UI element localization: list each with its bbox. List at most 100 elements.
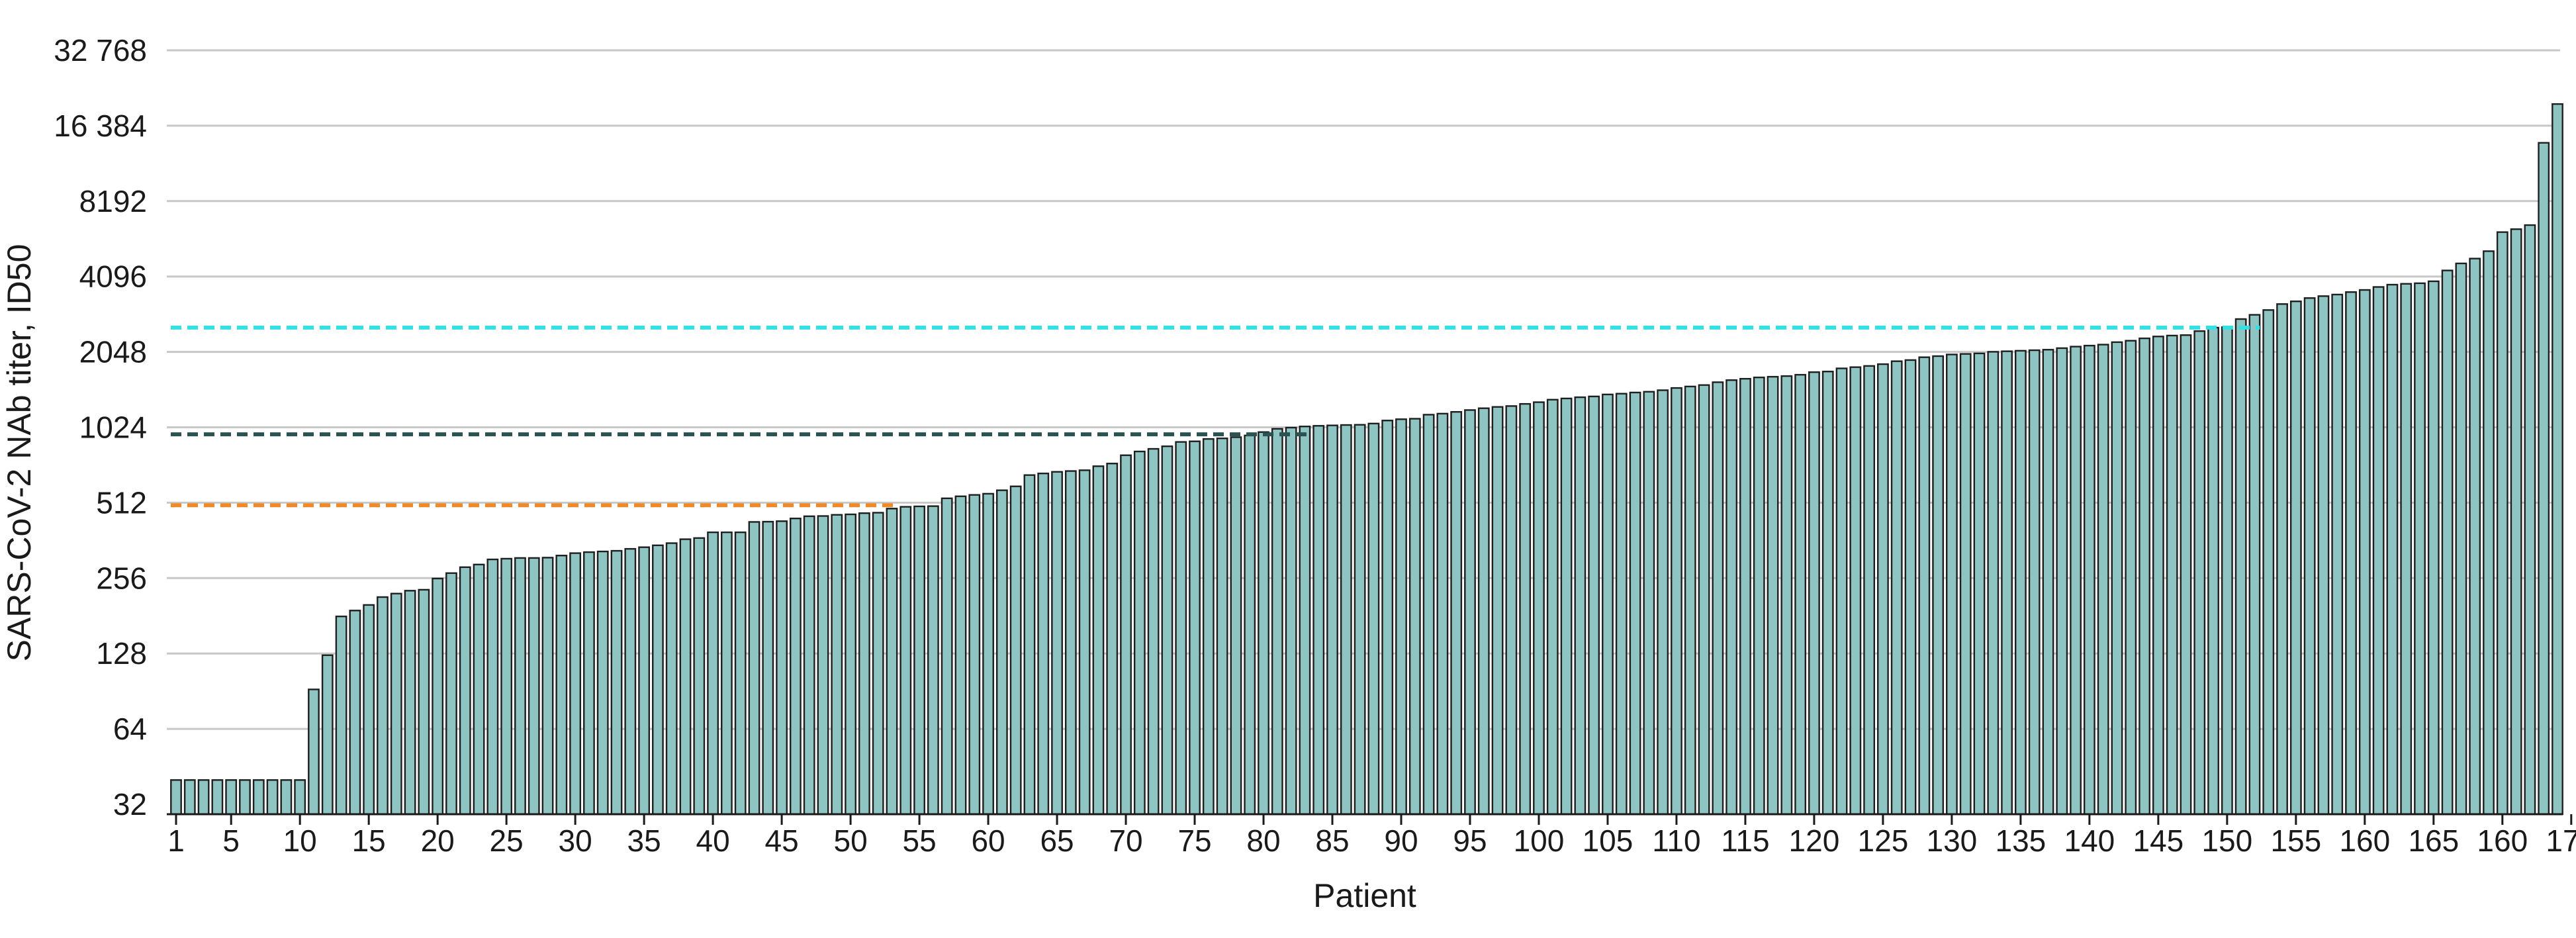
bar bbox=[2303, 297, 2316, 816]
bar bbox=[831, 514, 843, 816]
bar bbox=[913, 505, 925, 816]
y-axis-label: SARS-CoV-2 NAb titer, ID50 bbox=[1, 244, 38, 662]
bar bbox=[2193, 330, 2206, 816]
x-tick-label: 80 bbox=[1246, 823, 1280, 858]
y-tick-label: 16 384 bbox=[54, 109, 147, 143]
bar bbox=[817, 515, 829, 816]
bar bbox=[2469, 258, 2481, 816]
bar bbox=[638, 546, 651, 816]
bar bbox=[1230, 436, 1242, 816]
bar bbox=[1505, 405, 1518, 816]
bar bbox=[2152, 336, 2164, 816]
bar bbox=[1037, 473, 1050, 816]
bar bbox=[2552, 103, 2563, 816]
bar bbox=[583, 551, 595, 816]
bar bbox=[2510, 228, 2522, 816]
bar bbox=[555, 555, 568, 816]
x-tick-label: 150 bbox=[2201, 823, 2252, 858]
x-tick-label: 65 bbox=[1040, 823, 1074, 858]
bar bbox=[486, 558, 499, 816]
bar bbox=[1946, 353, 1958, 816]
bar bbox=[1189, 440, 1201, 816]
bar bbox=[1987, 351, 2000, 816]
bar bbox=[1794, 373, 1807, 816]
bar bbox=[1133, 450, 1146, 816]
bar bbox=[1588, 395, 1600, 816]
bar bbox=[1175, 441, 1187, 816]
bar bbox=[968, 494, 981, 816]
bar bbox=[1808, 371, 1820, 816]
x-tick-label: 75 bbox=[1177, 823, 1211, 858]
bar bbox=[2028, 349, 2041, 816]
bar bbox=[2427, 280, 2440, 816]
bar bbox=[473, 563, 485, 816]
bar bbox=[459, 566, 471, 816]
bar bbox=[377, 596, 389, 816]
bar bbox=[2372, 286, 2385, 816]
bar bbox=[624, 547, 637, 816]
bar bbox=[1106, 463, 1119, 816]
bar bbox=[363, 604, 375, 816]
x-axis-label: Patient bbox=[1313, 877, 1416, 914]
bar bbox=[1519, 402, 1532, 816]
bar bbox=[2111, 341, 2123, 816]
bar bbox=[1835, 367, 1848, 816]
bar bbox=[1863, 365, 1876, 816]
bar bbox=[927, 505, 939, 816]
bar bbox=[1533, 401, 1545, 816]
bar bbox=[748, 521, 760, 816]
bar bbox=[541, 557, 554, 816]
x-tick-label: 70 bbox=[1109, 823, 1142, 858]
bar bbox=[1849, 366, 1862, 816]
y-tick-label: 64 bbox=[113, 712, 147, 746]
bar bbox=[2496, 231, 2508, 816]
x-tick-label: 55 bbox=[902, 823, 936, 858]
bar bbox=[294, 779, 306, 816]
x-tick-label: 100 bbox=[1514, 823, 1565, 858]
bar bbox=[2248, 314, 2261, 816]
bar bbox=[2538, 142, 2550, 816]
bar bbox=[1725, 379, 1738, 816]
bar bbox=[1299, 426, 1311, 816]
bar bbox=[1051, 471, 1063, 816]
bar bbox=[1877, 363, 1889, 816]
bar bbox=[2262, 309, 2275, 816]
bar bbox=[1767, 375, 1779, 816]
bar bbox=[2070, 346, 2082, 816]
x-tick-label: 90 bbox=[1384, 823, 1418, 858]
bar bbox=[2139, 337, 2150, 816]
bar bbox=[1271, 428, 1283, 816]
x-tick-label: 60 bbox=[971, 823, 1005, 858]
bar bbox=[2331, 293, 2344, 816]
bar bbox=[1780, 375, 1793, 816]
x-tick-label: 110 bbox=[1652, 823, 1700, 858]
bar bbox=[886, 508, 898, 816]
bar bbox=[528, 557, 540, 816]
bar bbox=[1326, 424, 1338, 816]
x-tick-label: 160 bbox=[2477, 823, 2528, 858]
bar bbox=[995, 489, 1008, 816]
bar bbox=[2289, 301, 2302, 816]
bar bbox=[596, 550, 609, 816]
x-tick-label: 15 bbox=[352, 823, 386, 858]
bar bbox=[858, 512, 870, 816]
bar bbox=[1450, 410, 1463, 816]
bar bbox=[803, 515, 815, 816]
bar bbox=[1202, 438, 1215, 816]
bar bbox=[707, 531, 719, 816]
bar bbox=[679, 538, 692, 816]
bar bbox=[1890, 360, 1903, 816]
x-tick-label: 115 bbox=[1721, 823, 1769, 858]
bar bbox=[225, 779, 238, 816]
bar bbox=[1932, 355, 1944, 816]
bar bbox=[1092, 465, 1105, 816]
bar bbox=[2014, 350, 2027, 816]
bar bbox=[418, 588, 430, 816]
bar bbox=[872, 512, 884, 816]
x-tick-label: 25 bbox=[490, 823, 524, 858]
bar bbox=[2056, 347, 2068, 816]
bar bbox=[211, 779, 224, 816]
bar bbox=[2001, 350, 2013, 816]
x-tick-label: 85 bbox=[1315, 823, 1349, 858]
x-tick-label: 35 bbox=[627, 823, 661, 858]
